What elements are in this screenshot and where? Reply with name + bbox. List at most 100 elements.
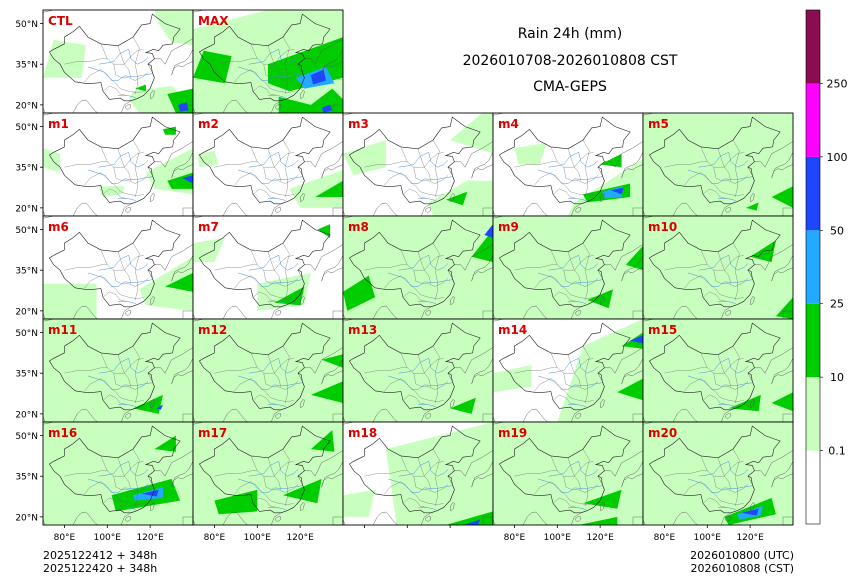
rain-area-light <box>643 216 793 319</box>
hainan-outline <box>575 207 582 213</box>
province-border <box>132 140 140 198</box>
province-border <box>113 270 149 287</box>
panel-label: m20 <box>648 426 677 440</box>
lat-tick-label: 35°N <box>15 267 38 277</box>
chart-model-name: CMA-GEPS <box>533 79 607 95</box>
province-border <box>533 378 594 402</box>
province-border <box>282 243 290 301</box>
rain-area-storm <box>463 519 481 525</box>
country-border <box>348 219 481 308</box>
lon-tick-label: 120°E <box>286 533 314 543</box>
country-border <box>198 322 331 411</box>
panel-label: m9 <box>498 220 519 234</box>
japan-outline <box>321 152 343 179</box>
province-border <box>683 275 744 299</box>
province-border <box>214 470 258 477</box>
init-time-cst: 2025122420 + 348h <box>43 562 158 575</box>
province-border <box>267 45 282 78</box>
province-border <box>132 346 140 404</box>
colorbar-label: 50 <box>830 224 844 237</box>
province-border <box>282 37 290 95</box>
lon-tick-label: 80°E <box>654 533 676 543</box>
taiwan-outline <box>150 296 155 306</box>
japan-outline <box>321 461 343 488</box>
panel-frame <box>642 421 794 526</box>
province-border <box>214 161 258 168</box>
river <box>537 478 603 493</box>
province-border <box>383 275 444 299</box>
hainan-outline <box>125 413 132 419</box>
map-panel-m3: m3 <box>342 112 494 217</box>
colorbar-segment <box>806 377 820 451</box>
province-border <box>83 69 144 93</box>
colorbar-label: 10 <box>830 371 844 384</box>
river <box>398 357 449 374</box>
province-border <box>364 470 408 477</box>
taiwan-outline <box>300 502 305 512</box>
rain-area-moderate <box>214 489 258 515</box>
rain-area-moderate <box>154 435 176 452</box>
map-panel-m11: m11 <box>42 318 194 423</box>
hainan-outline <box>275 516 282 522</box>
taiwan-outline <box>750 296 755 306</box>
japan-outline <box>171 152 193 179</box>
lon-tick-label: 80°E <box>204 533 226 543</box>
province-border <box>432 140 440 198</box>
river <box>268 198 287 202</box>
province-border <box>732 243 740 301</box>
river <box>698 254 749 271</box>
rain-area-light <box>197 150 219 168</box>
province-border <box>117 148 132 181</box>
river <box>98 460 149 477</box>
hainan-outline <box>125 516 132 522</box>
lat-tick-label: 35°N <box>15 61 38 71</box>
lat-tick-label: 20°N <box>15 410 38 420</box>
province-border <box>233 378 294 402</box>
panel-label: m11 <box>48 323 77 337</box>
rain-area-storm <box>182 175 193 184</box>
panel-label: m1 <box>48 117 69 131</box>
lat-tick-label: 20°N <box>15 513 38 523</box>
hainan-outline <box>575 516 582 522</box>
province-border <box>683 172 744 196</box>
map-panel-ctl: CTL <box>42 9 194 114</box>
hainan-outline <box>125 207 132 213</box>
province-border <box>102 394 127 405</box>
lon-tick-label: 100°E <box>94 533 122 543</box>
river <box>118 507 137 511</box>
map-panel-m12: m12 <box>192 318 344 423</box>
lon-tick-label: 100°E <box>694 533 722 543</box>
river <box>118 95 137 99</box>
rain-area-moderate <box>321 354 343 368</box>
panel-label: m18 <box>348 426 377 440</box>
river <box>548 254 599 271</box>
province-border <box>102 291 127 302</box>
rain-area-moderate <box>343 275 376 311</box>
panel-label: m3 <box>348 117 369 131</box>
map-panel-m2: m2 <box>192 112 344 217</box>
river <box>537 169 603 184</box>
lat-tick-label: 50°N <box>15 329 38 339</box>
river <box>418 404 437 408</box>
province-border <box>417 148 432 181</box>
rain-area-moderate <box>617 378 643 401</box>
province-border <box>702 497 727 508</box>
taiwan-outline <box>150 193 155 203</box>
rain-area-light <box>343 140 386 176</box>
init-time-footer: 2025122412 + 348h 2025122420 + 348h <box>43 549 157 575</box>
province-border <box>717 457 732 490</box>
hainan-outline <box>725 516 732 522</box>
province-border <box>102 188 127 199</box>
province-border <box>117 457 132 490</box>
hainan-outline <box>575 413 582 419</box>
rain-area-moderate <box>587 289 613 309</box>
province-border <box>233 481 294 505</box>
province-border <box>64 264 108 271</box>
colorbar-segment <box>806 83 820 157</box>
river <box>118 198 137 202</box>
country-border <box>348 425 481 514</box>
rain-area-storm <box>141 489 159 497</box>
hainan-outline <box>275 413 282 419</box>
river <box>568 198 587 202</box>
